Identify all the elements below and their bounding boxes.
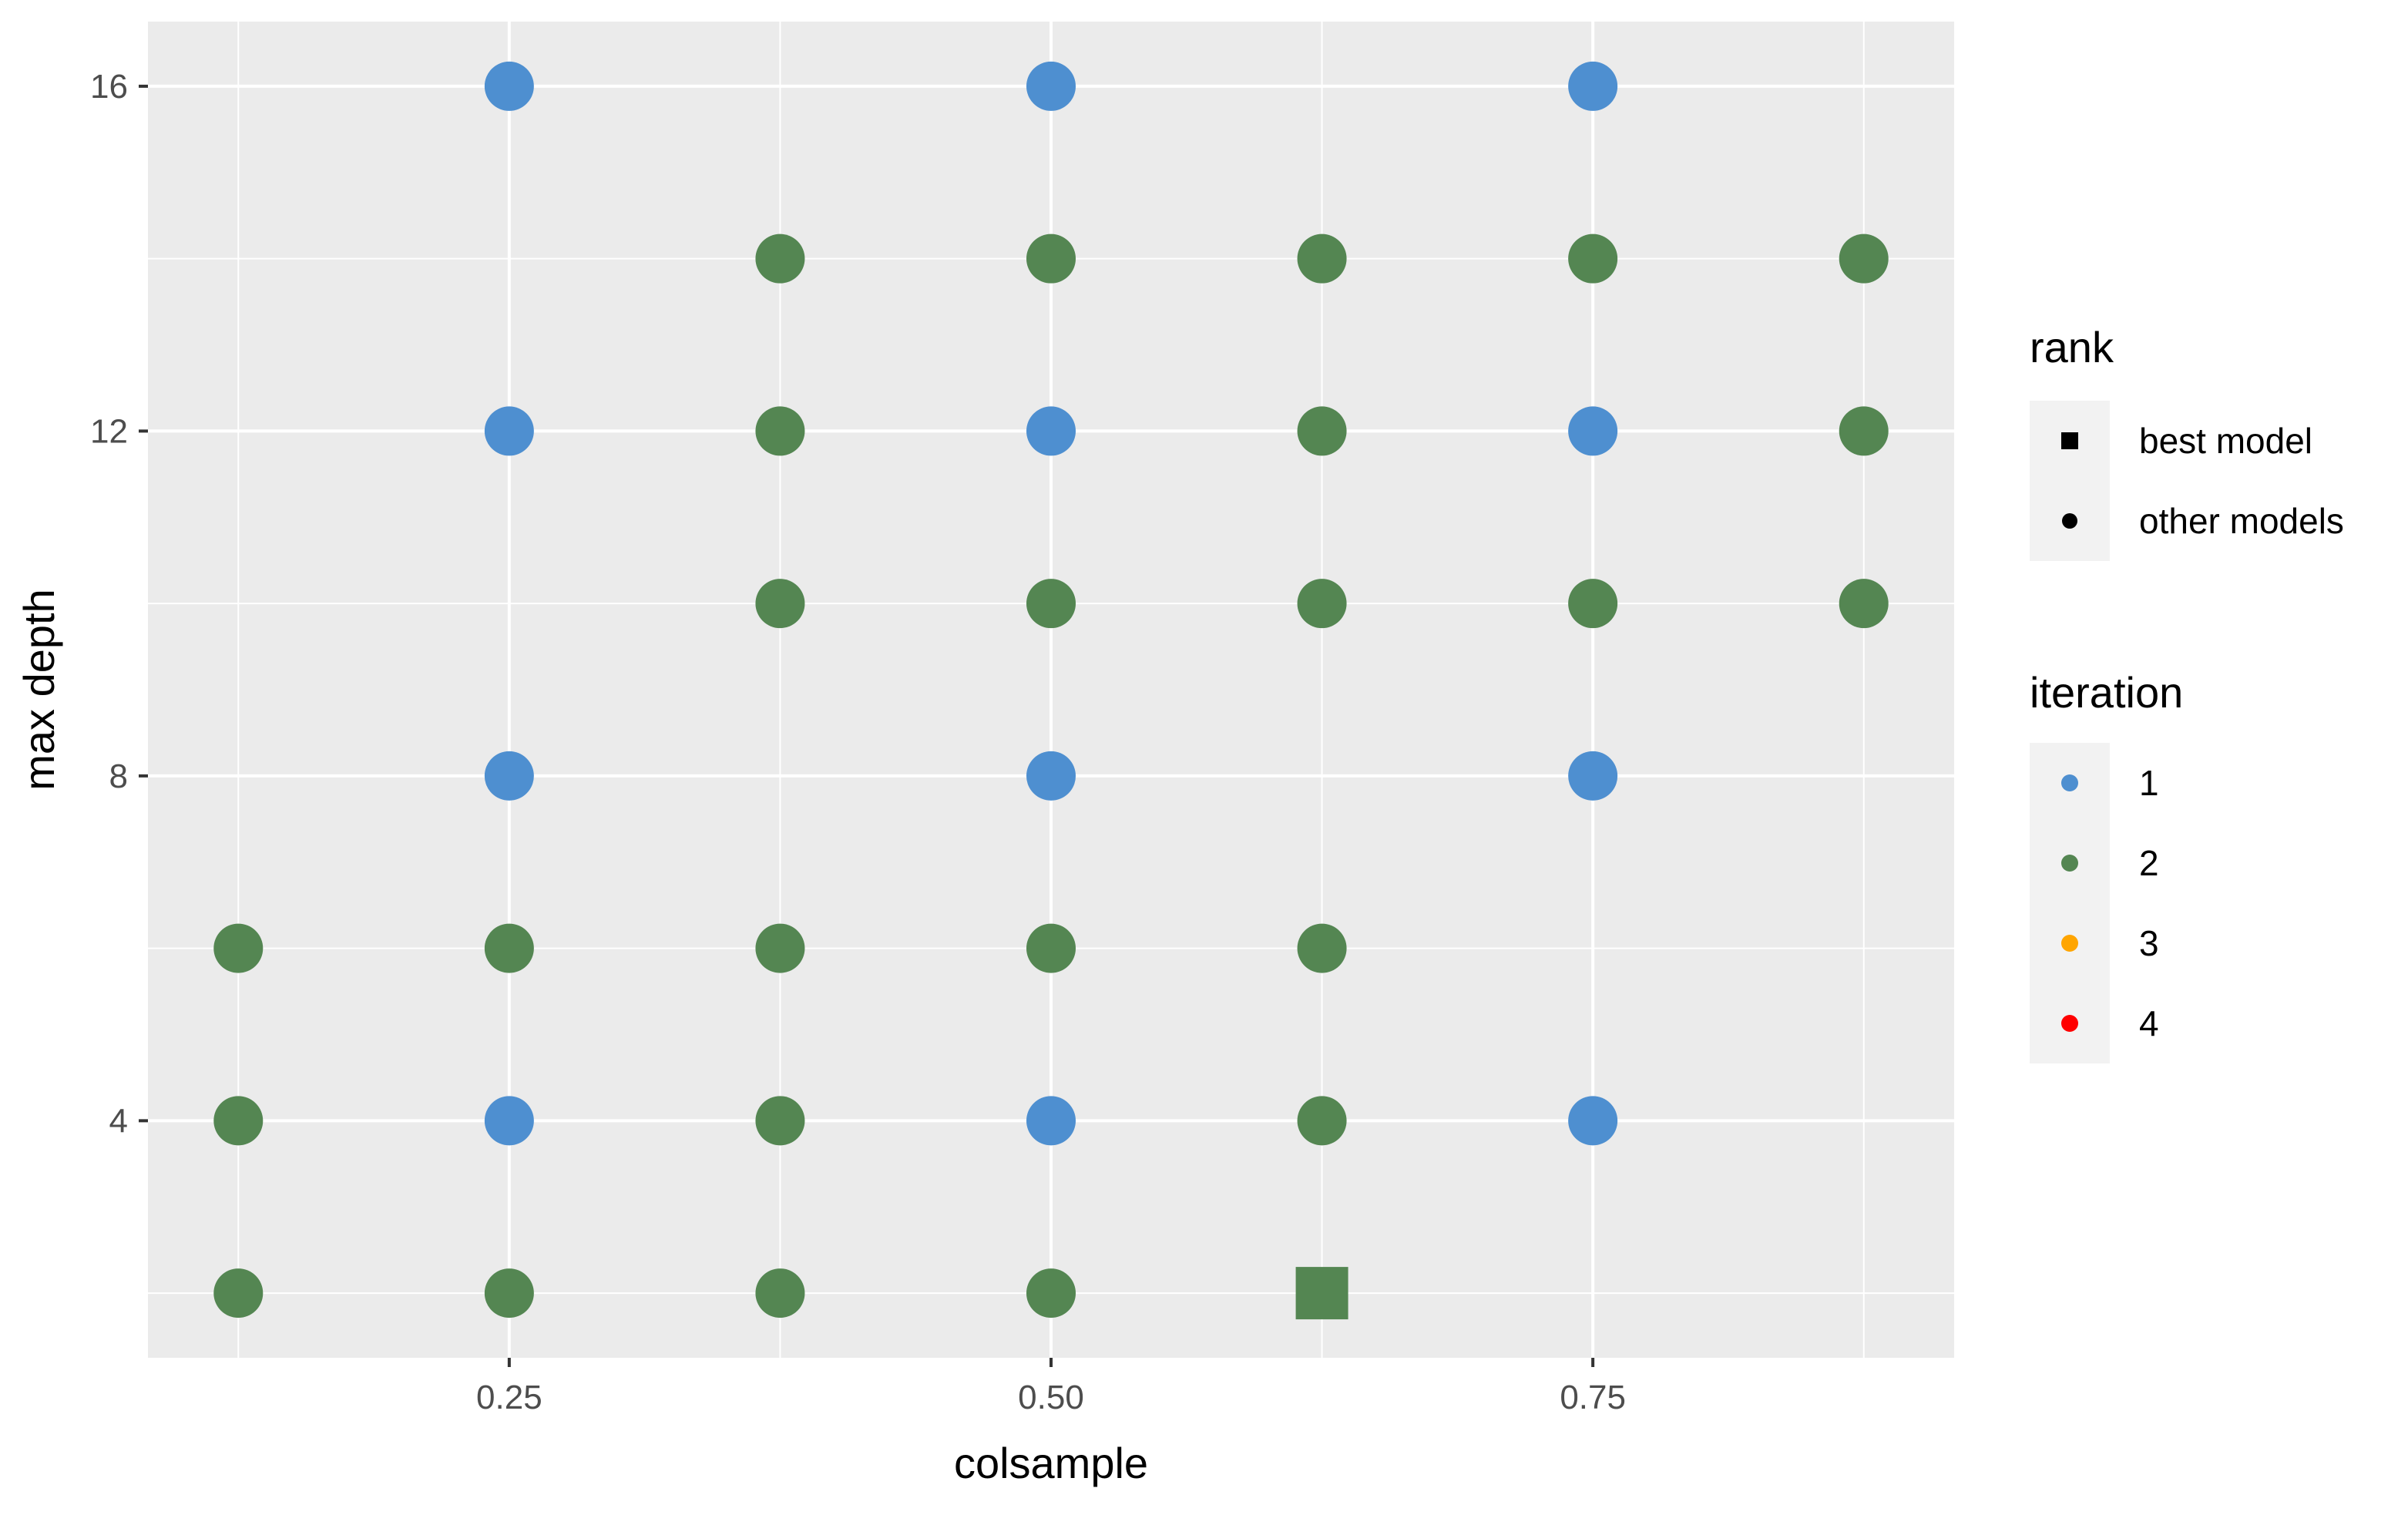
data-point <box>1839 579 1889 629</box>
y-tick-label: 8 <box>109 758 128 795</box>
data-point <box>1026 61 1076 111</box>
data-point <box>1297 406 1347 456</box>
legend-label: 3 <box>2139 923 2159 963</box>
data-point <box>1297 233 1347 284</box>
data-point <box>755 1268 805 1318</box>
data-point <box>213 1096 264 1146</box>
data-point <box>484 406 534 456</box>
data-point <box>213 923 264 973</box>
data-point <box>1568 579 1618 629</box>
x-tick-label: 0.25 <box>476 1379 542 1416</box>
legend-key-circle <box>2061 855 2078 872</box>
legend-label: 4 <box>2139 1003 2159 1043</box>
data-point <box>1568 233 1618 284</box>
data-point <box>484 923 534 973</box>
data-point <box>484 1096 534 1146</box>
data-point <box>755 406 805 456</box>
legend-title-rank: rank <box>2030 323 2114 371</box>
data-point <box>1568 61 1618 111</box>
data-points <box>213 61 1889 1320</box>
data-point-best-model <box>1295 1267 1348 1320</box>
legend-key-circle <box>2062 513 2077 529</box>
data-point <box>484 61 534 111</box>
data-point <box>1026 579 1076 629</box>
x-axis: 0.25 0.50 0.75 <box>476 1358 1626 1416</box>
data-point <box>484 1268 534 1318</box>
data-point <box>1026 233 1076 284</box>
legend-label: 1 <box>2139 763 2159 803</box>
data-point <box>1839 406 1889 456</box>
legend-key-circle <box>2061 774 2078 791</box>
y-axis-title: max depth <box>15 589 63 791</box>
data-point <box>1568 406 1618 456</box>
data-point <box>1026 1096 1076 1146</box>
data-point <box>755 923 805 973</box>
y-axis: 4 8 12 16 <box>90 68 148 1140</box>
legend-label: other models <box>2139 501 2344 541</box>
data-point <box>1026 406 1076 456</box>
y-tick-label: 16 <box>90 68 128 106</box>
data-point <box>213 1268 264 1318</box>
data-point <box>1297 579 1347 629</box>
data-point <box>755 1096 805 1146</box>
legends: rank best model other models iteration 1 2 3 4 <box>2030 323 2344 1063</box>
data-point <box>1026 751 1076 801</box>
data-point <box>755 233 805 284</box>
data-point <box>1839 233 1889 284</box>
legend-title-iteration: iteration <box>2030 668 2183 717</box>
legend-key-square <box>2061 432 2078 449</box>
data-point <box>484 751 534 801</box>
data-point <box>1026 923 1076 973</box>
legend-key-circle <box>2061 935 2078 952</box>
legend-label: 2 <box>2139 843 2159 883</box>
data-point <box>1568 751 1618 801</box>
legend-key-circle <box>2061 1015 2078 1032</box>
data-point <box>1297 1096 1347 1146</box>
data-point <box>1026 1268 1076 1318</box>
legend-label: best model <box>2139 421 2312 461</box>
x-tick-label: 0.75 <box>1560 1379 1626 1416</box>
data-point <box>1568 1096 1618 1146</box>
x-axis-title: colsample <box>954 1439 1148 1487</box>
data-point <box>1297 923 1347 973</box>
x-tick-label: 0.50 <box>1018 1379 1084 1416</box>
y-tick-label: 4 <box>109 1102 128 1140</box>
data-point <box>755 579 805 629</box>
y-tick-label: 12 <box>90 412 128 450</box>
